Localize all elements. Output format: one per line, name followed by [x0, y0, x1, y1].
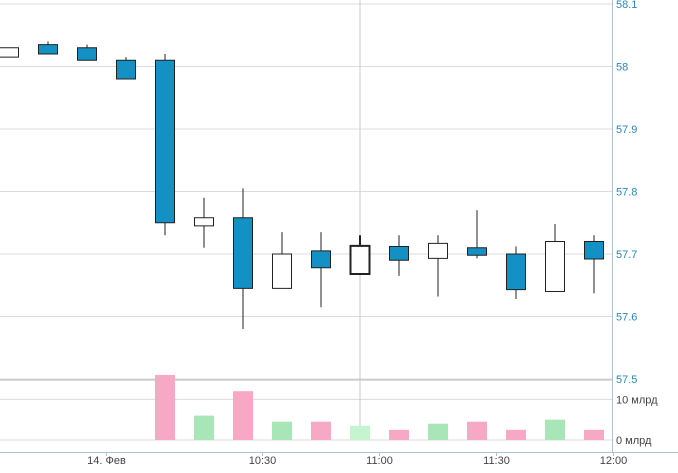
price-tick-label: 57.9	[616, 124, 637, 136]
volume-bar[interactable]	[350, 425, 370, 440]
candle-down[interactable]	[311, 250, 331, 269]
volume-bar[interactable]	[389, 429, 409, 440]
price-tick-label: 58	[616, 62, 628, 74]
time-tick-label: 12:00	[600, 455, 628, 467]
price-tick-label: 57.7	[616, 249, 637, 261]
candle-down[interactable]	[584, 241, 604, 260]
volume-bar[interactable]	[545, 419, 565, 440]
volume-bar[interactable]	[272, 421, 292, 440]
candle-up[interactable]	[349, 244, 371, 275]
volume-bar[interactable]	[311, 421, 331, 440]
time-tick-label: 11:00	[366, 455, 393, 467]
candle-up[interactable]	[0, 47, 19, 58]
candle-down[interactable]	[233, 217, 253, 289]
volume-bar[interactable]	[155, 374, 175, 440]
volume-bar[interactable]	[467, 421, 487, 440]
candle-down[interactable]	[506, 253, 526, 291]
candle-down[interactable]	[38, 44, 58, 55]
volume-tick-label: 10 млрд	[616, 394, 658, 406]
candle-down[interactable]	[389, 246, 409, 261]
volume-bar[interactable]	[506, 429, 526, 440]
candle-up[interactable]	[272, 253, 292, 289]
volume-bar[interactable]	[194, 415, 214, 440]
price-tick-label: 58.1	[616, 0, 637, 11]
price-tick-label: 57.6	[616, 312, 637, 324]
volume-tick-label: 0 млрд	[616, 435, 652, 447]
time-tick-label: 11:30	[483, 455, 510, 467]
time-tick-label: 14. Фев	[87, 455, 126, 467]
volume-bar[interactable]	[428, 423, 448, 440]
volume-bar[interactable]	[233, 391, 253, 440]
candle-down[interactable]	[467, 247, 487, 256]
candle-up[interactable]	[545, 241, 565, 292]
candle-down[interactable]	[155, 59, 175, 224]
candle-down[interactable]	[77, 47, 97, 61]
price-tick-label: 57.8	[616, 187, 637, 199]
candle-up[interactable]	[428, 242, 448, 259]
time-tick-label: 10:30	[249, 455, 277, 467]
price-tick-label: 57.5	[616, 374, 637, 386]
volume-bar[interactable]	[584, 429, 604, 440]
candle-up[interactable]	[194, 217, 214, 227]
candle-down[interactable]	[116, 59, 136, 80]
